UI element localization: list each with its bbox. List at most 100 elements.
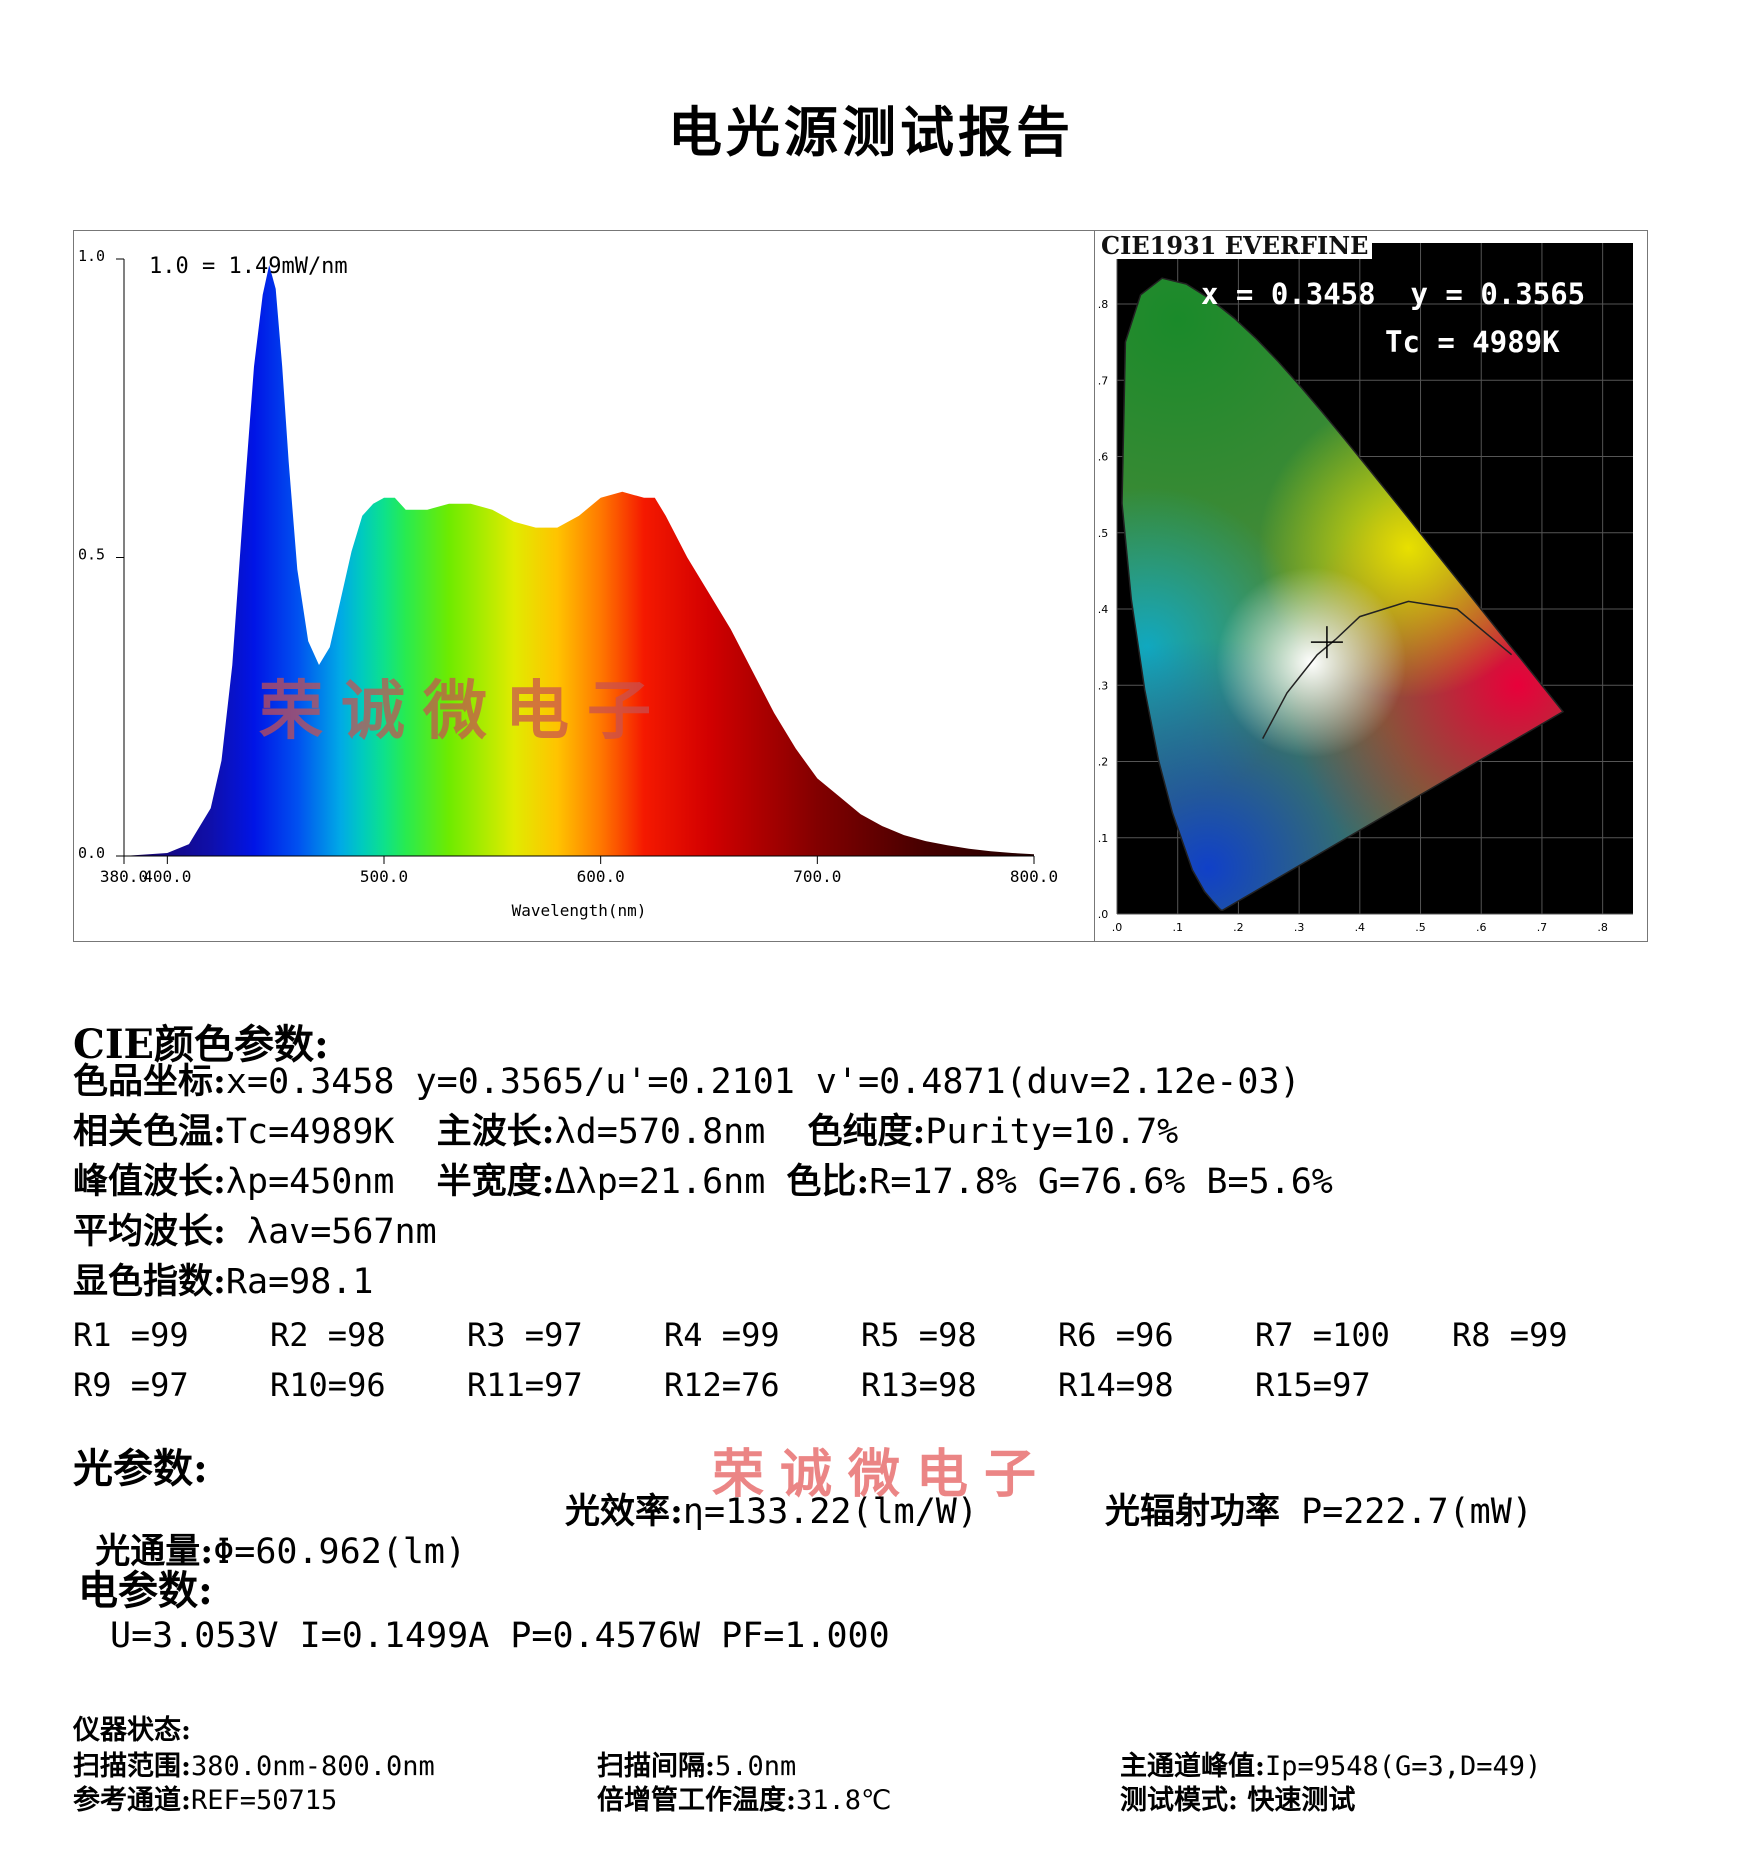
cie-coordinates: x = 0.3458 y = 0.3565 <box>1201 277 1586 311</box>
scan-step: 扫描间隔:5.0nm <box>597 1744 796 1783</box>
cri-value: R14=98 <box>1058 1366 1174 1404</box>
cie-x-tick-label: .4 <box>1355 921 1366 934</box>
flux-value: Φ=60.962(lm) <box>213 1532 467 1572</box>
cie-x-tick-label: .7 <box>1537 921 1548 934</box>
chromaticity-label: 色品坐标: <box>73 1061 226 1102</box>
light-values-line: 光通量:Φ=60.962(lm) <box>73 1492 1742 1573</box>
cri-values-grid: R1 =99 R2 =98 R3 =97 R4 =99 R5 =98 R6 =96 R7 =… <box>73 1316 1573 1406</box>
x-tick-label: 500.0 <box>360 867 408 886</box>
main-channel-peak-label: 主通道峰值: <box>1120 1751 1265 1782</box>
avg-wavelength-value: λav=567nm <box>225 1212 437 1252</box>
cri-value: R7 =100 <box>1255 1316 1390 1354</box>
chromaticity-value: x=0.3458 y=0.3565/u'=0.2101 v'=0.4871(du… <box>225 1062 1301 1102</box>
test-mode-value: 快速测试 <box>1237 1785 1356 1816</box>
x-tick-label: 700.0 <box>793 867 841 886</box>
cie-y-tick-label: .7 <box>1098 374 1109 387</box>
x-tick-label: 400.0 <box>143 867 191 886</box>
cri-value: R11=97 <box>467 1366 583 1404</box>
ra-value: Ra=98.1 <box>225 1262 374 1302</box>
cri-value: R8 =99 <box>1452 1316 1568 1354</box>
radiant-power-value: P=222.7(mW) <box>1280 1492 1533 1532</box>
cri-value: R1 =99 <box>73 1316 189 1354</box>
cri-value: R4 =99 <box>664 1316 780 1354</box>
elec-values: U=3.053V I=0.1499A P=0.4576W PF=1.000 <box>110 1616 890 1656</box>
y-tick-label: 0.5 <box>78 546 105 564</box>
light-params-heading: 光参数: <box>73 1445 208 1492</box>
tc-value: Tc=4989K <box>225 1112 437 1152</box>
cie-x-tick-label: .8 <box>1597 921 1608 934</box>
cie-chromaticity-diagram: .0.0 .1 .1 .2 .2 .3 .3 .4 .4 .5 .5 .6 .6 .7 .7 .8 .8 CIE… <box>1094 230 1648 942</box>
cri-value: R10=96 <box>270 1366 386 1404</box>
cie-color-temperature: Tc = 4989K <box>1385 325 1560 359</box>
scan-step-label: 扫描间隔: <box>597 1751 715 1782</box>
instrument-heading: 仪器状态: <box>73 1715 191 1746</box>
pmt-temperature: 倍增管工作温度:31.8℃ <box>597 1778 891 1817</box>
cri-value: R2 =98 <box>270 1316 386 1354</box>
elec-values-line: U=3.053V I=0.1499A P=0.4576W PF=1.000 <box>110 1616 890 1656</box>
scan-range: 扫描范围:380.0nm-800.0nm <box>73 1744 435 1783</box>
cie-x-tick-label: .5 <box>1415 921 1426 934</box>
planckian-locus <box>1262 600 1513 739</box>
dominant-wavelength-value: λd=570.8nm <box>554 1112 808 1152</box>
scan-range-value: 380.0nm-800.0nm <box>190 1751 435 1782</box>
tc-line: 相关色温:Tc=4989K 主波长:λd=570.8nm 色纯度:Purity=… <box>73 1111 1178 1153</box>
purity-label: 色纯度: <box>807 1111 926 1152</box>
x-axis-label: Wavelength(nm) <box>512 901 647 920</box>
cie-x-tick-label: .0 <box>1112 921 1123 934</box>
cri-value: R15=97 <box>1255 1366 1371 1404</box>
watermark-text: 荣诚微电子 <box>712 1444 1053 1505</box>
tc-label: 相关色温: <box>73 1111 226 1152</box>
elec-params-heading: 电参数: <box>78 1567 213 1614</box>
pmt-temperature-value: 31.8℃ <box>795 1785 892 1816</box>
cie-x-tick-label: .2 <box>1233 921 1244 934</box>
fwhm-value: Δλp=21.6nm <box>554 1162 787 1202</box>
y-tick-label: 1.0 <box>78 247 105 265</box>
chromaticity-line: 色品坐标:x=0.3458 y=0.3565/u'=0.2101 v'=0.48… <box>73 1061 1301 1103</box>
scan-step-value: 5.0nm <box>714 1751 797 1782</box>
avg-wavelength-label: 平均波长: <box>73 1211 226 1252</box>
cie-x-tick-label: .1 <box>1172 921 1183 934</box>
cie-svg: .0.0 .1 .1 .2 .2 .3 .3 .4 .4 .5 .5 .6 .6 .7 .7 .8 .8 <box>1098 243 1633 934</box>
cri-value: R9 =97 <box>73 1366 189 1404</box>
efficacy-label: 光效率: <box>565 1491 683 1532</box>
dominant-wavelength-label: 主波长: <box>436 1111 555 1152</box>
cri-value: R5 =98 <box>861 1316 977 1354</box>
scale-note: 1.0 = 1.49mW/nm <box>149 254 348 279</box>
main-channel-peak-value: Ip=9548(G=3,D=49) <box>1264 1751 1542 1782</box>
ref-channel-value: REF=50715 <box>190 1785 338 1816</box>
cie-x-tick-label: .6 <box>1476 921 1487 934</box>
cie-y-tick-label: .6 <box>1098 451 1109 464</box>
peak-line: 峰值波长:λp=450nm 半宽度:Δλp=21.6nm 色比:R=17.8% … <box>73 1161 1333 1203</box>
cie-header: CIE1931 EVERFINE <box>1097 233 1373 259</box>
cri-value: R12=76 <box>664 1366 780 1404</box>
cie-y-tick-label: .1 <box>1098 832 1109 845</box>
spectral-locus <box>1121 277 1565 911</box>
flux-label: 光通量: <box>95 1531 214 1572</box>
spectrum-area <box>124 265 1034 856</box>
radiant-power-label: 光辐射功率 <box>1105 1491 1281 1532</box>
cie-y-tick-label: .3 <box>1098 679 1109 692</box>
efficacy-line: 光效率:η=133.22(lm/W) <box>565 1491 978 1533</box>
ref-channel: 参考通道:REF=50715 <box>73 1778 337 1817</box>
spectrum-watermark: 荣诚微电子 <box>259 674 669 749</box>
cie-y-tick-label: .2 <box>1098 756 1109 769</box>
cie-y-tick-label: .0 <box>1098 908 1109 921</box>
efficacy-value: η=133.22(lm/W) <box>682 1492 978 1532</box>
cie-x-tick-label: .3 <box>1294 921 1305 934</box>
scan-range-label: 扫描范围: <box>73 1751 191 1782</box>
spectrum-chart: 1.0 0.5 0.0 380.0 400.0 500.0 600.0 700.0 800.0 W… <box>73 230 1098 942</box>
pmt-temperature-label: 倍增管工作温度: <box>597 1785 796 1816</box>
cie-y-tick-label: .8 <box>1098 298 1109 311</box>
x-tick-label: 600.0 <box>577 867 625 886</box>
test-mode-label: 测试模式: <box>1120 1785 1238 1816</box>
page-title: 电光源测试报告 <box>668 100 1074 164</box>
fwhm-label: 半宽度: <box>436 1161 555 1202</box>
cri-value: R3 =97 <box>467 1316 583 1354</box>
y-tick-label: 0.0 <box>78 844 105 862</box>
color-ratio-label: 色比: <box>786 1161 870 1202</box>
cie-y-tick-label: .4 <box>1098 603 1109 616</box>
radiant-power-line: 光辐射功率 P=222.7(mW) <box>1105 1491 1533 1533</box>
cri-value: R6 =96 <box>1058 1316 1174 1354</box>
color-ratio-value: R=17.8% G=76.6% B=5.6% <box>869 1162 1333 1202</box>
